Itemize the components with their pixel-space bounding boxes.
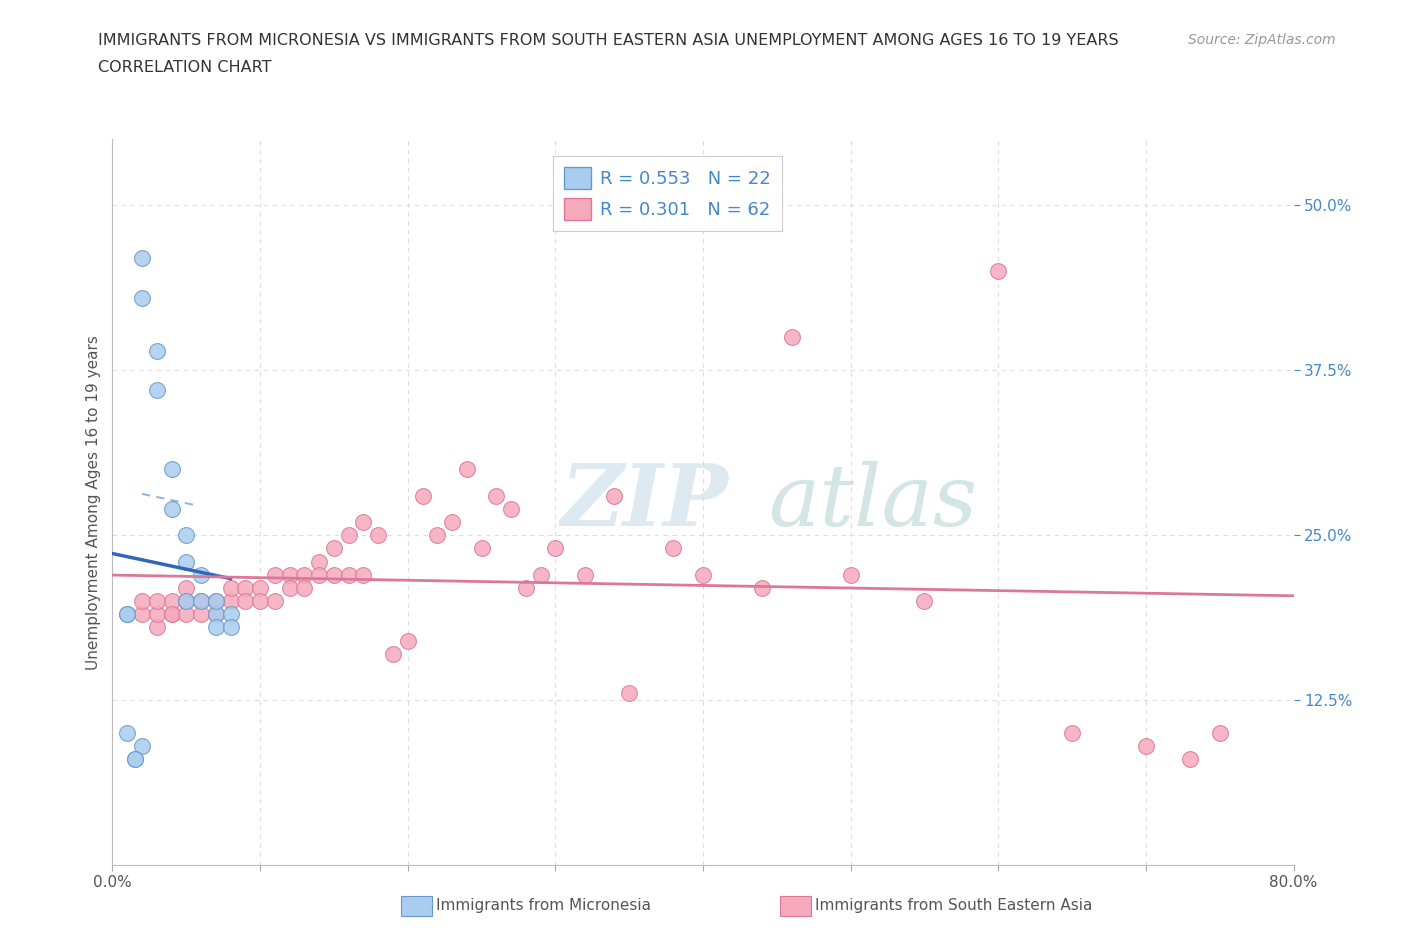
- Point: [914, 593, 936, 608]
- Point: [219, 607, 242, 622]
- Point: [160, 593, 183, 608]
- Point: [456, 462, 478, 477]
- Point: [205, 593, 228, 608]
- Legend: R = 0.553   N = 22, R = 0.301   N = 62: R = 0.553 N = 22, R = 0.301 N = 62: [554, 156, 782, 231]
- Point: [117, 725, 138, 740]
- Point: [367, 527, 389, 542]
- Point: [174, 593, 197, 608]
- Point: [174, 580, 197, 595]
- Point: [174, 554, 197, 569]
- Point: [205, 620, 228, 635]
- Point: [174, 607, 197, 622]
- Point: [233, 593, 256, 608]
- Text: IMMIGRANTS FROM MICRONESIA VS IMMIGRANTS FROM SOUTH EASTERN ASIA UNEMPLOYMENT AM: IMMIGRANTS FROM MICRONESIA VS IMMIGRANTS…: [98, 33, 1119, 47]
- Point: [160, 462, 183, 477]
- Point: [205, 607, 228, 622]
- Point: [131, 607, 153, 622]
- Point: [337, 527, 360, 542]
- Point: [174, 593, 197, 608]
- Point: [264, 593, 287, 608]
- Point: [382, 646, 405, 661]
- Point: [124, 752, 146, 767]
- Point: [323, 541, 346, 556]
- Point: [292, 567, 315, 582]
- Point: [692, 567, 714, 582]
- Point: [337, 567, 360, 582]
- Point: [131, 738, 153, 753]
- Point: [219, 580, 242, 595]
- Text: atlas: atlas: [768, 461, 977, 543]
- Point: [839, 567, 862, 582]
- Point: [124, 752, 146, 767]
- Point: [278, 567, 301, 582]
- Point: [1062, 725, 1084, 740]
- Point: [233, 580, 256, 595]
- Point: [160, 607, 183, 622]
- Text: CORRELATION CHART: CORRELATION CHART: [98, 60, 271, 75]
- Point: [485, 488, 508, 503]
- Point: [574, 567, 596, 582]
- Text: Immigrants from South Eastern Asia: Immigrants from South Eastern Asia: [815, 898, 1092, 913]
- Point: [441, 514, 464, 529]
- Point: [308, 567, 330, 582]
- Point: [323, 567, 346, 582]
- Point: [308, 554, 330, 569]
- Text: Immigrants from Micronesia: Immigrants from Micronesia: [436, 898, 651, 913]
- Point: [249, 580, 271, 595]
- Point: [117, 607, 138, 622]
- Point: [205, 593, 228, 608]
- Point: [470, 541, 494, 556]
- Point: [146, 607, 169, 622]
- Text: Source: ZipAtlas.com: Source: ZipAtlas.com: [1188, 33, 1336, 46]
- Point: [780, 330, 803, 345]
- Point: [987, 264, 1010, 279]
- Point: [396, 633, 419, 648]
- Point: [249, 593, 271, 608]
- Point: [205, 607, 228, 622]
- Point: [292, 580, 315, 595]
- Point: [603, 488, 626, 503]
- Point: [1178, 752, 1201, 767]
- Point: [190, 593, 212, 608]
- Point: [751, 580, 773, 595]
- Point: [352, 514, 374, 529]
- Point: [411, 488, 433, 503]
- Point: [219, 620, 242, 635]
- Point: [131, 251, 153, 266]
- Point: [117, 607, 138, 622]
- Point: [131, 593, 153, 608]
- Point: [352, 567, 374, 582]
- Point: [146, 343, 169, 358]
- Point: [160, 501, 183, 516]
- Point: [190, 593, 212, 608]
- Point: [146, 620, 169, 635]
- Point: [174, 527, 197, 542]
- Point: [1135, 738, 1157, 753]
- Point: [426, 527, 449, 542]
- Point: [131, 290, 153, 305]
- Point: [160, 607, 183, 622]
- Point: [529, 567, 551, 582]
- Point: [219, 593, 242, 608]
- Point: [190, 567, 212, 582]
- Point: [619, 686, 641, 701]
- Point: [1208, 725, 1232, 740]
- Point: [501, 501, 523, 516]
- Point: [146, 382, 169, 397]
- Point: [190, 607, 212, 622]
- Point: [264, 567, 287, 582]
- Point: [515, 580, 537, 595]
- Y-axis label: Unemployment Among Ages 16 to 19 years: Unemployment Among Ages 16 to 19 years: [86, 335, 101, 670]
- Text: ZIP: ZIP: [561, 460, 730, 544]
- Point: [146, 593, 169, 608]
- Point: [662, 541, 685, 556]
- Point: [544, 541, 567, 556]
- Point: [278, 580, 301, 595]
